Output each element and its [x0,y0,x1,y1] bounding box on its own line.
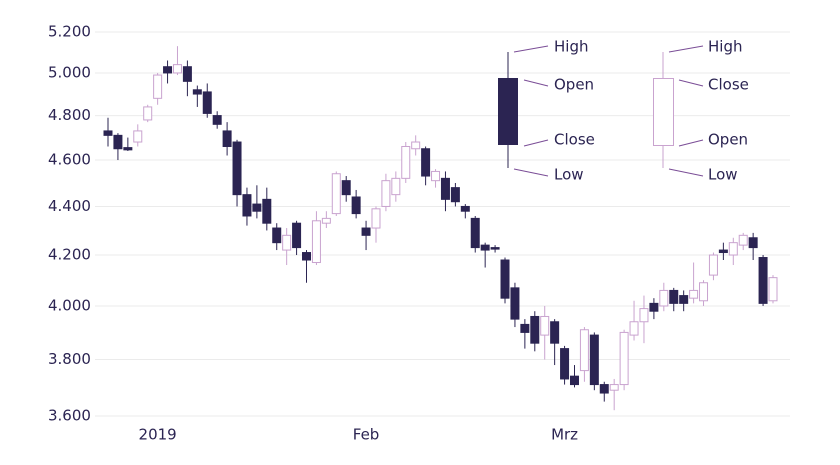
legend-candle [498,78,518,145]
candle-body [401,145,411,179]
y-tick-label: 3.800 [48,350,91,368]
candle-body [629,321,639,336]
candle-body [232,141,242,196]
y-tick-label: 4.200 [48,246,91,264]
candle-body [738,234,748,246]
legend-label: Close [554,131,595,149]
candle-body [212,115,222,125]
candle-body [242,194,252,217]
candle-body [550,321,560,344]
candle-body [292,222,302,249]
candle-body [490,247,500,250]
candle-body [331,173,341,215]
candle-body [351,196,361,215]
candle-body [341,180,351,196]
candle-body [411,141,421,150]
candle-body [302,252,312,261]
candle-body [659,289,669,307]
y-tick-label: 4.400 [48,197,91,215]
candle-body [282,234,292,251]
candle-body [172,64,182,74]
x-tick-label: Feb [353,426,380,444]
candle-body [530,315,540,344]
candle-body [708,254,718,276]
legend-arrows [513,45,704,177]
candle-body [758,257,768,304]
candle-body [133,130,143,143]
candle-body [192,89,202,95]
candle-body [480,244,490,251]
candle-body [579,329,589,372]
y-tick-label: 4.000 [48,296,91,314]
candle-body [520,323,530,333]
candle-body [153,74,163,99]
candle-body [450,187,460,203]
x-tick-label: 2019 [139,426,177,444]
candle-body [431,170,441,182]
y-tick-label: 5.200 [48,23,91,41]
candle-body [768,277,778,302]
candle-body [361,227,371,236]
candle-body [560,348,570,380]
legend-label: Open [554,76,594,94]
legend-label: High [554,38,588,56]
candle-body [113,134,123,150]
candle-body [748,237,758,249]
candle-body [440,177,450,200]
candle-body [599,384,609,394]
candle-body [321,217,331,224]
candle-body [679,295,689,304]
candle-body [699,282,709,302]
legend-label: Low [708,166,738,184]
legend-label: Open [708,131,748,149]
legend: High Open Close Low High Close Open Low [498,38,749,184]
candle-body [460,205,470,212]
candle-body [163,66,173,74]
candle-body [262,198,272,224]
candle-body [718,249,728,254]
candle-body [609,384,619,391]
y-tick-label: 4.800 [48,106,91,124]
candle-body [143,106,153,121]
y-tick-label: 4.600 [48,151,91,169]
candle-body [569,375,579,386]
candle-body [381,180,391,207]
candle-body [689,289,699,299]
candle-body [252,203,262,212]
candle-body [639,308,649,323]
candle-body [391,177,401,196]
candle-body [728,242,738,256]
legend-label: High [708,38,742,56]
x-tick-label: Mrz [551,426,578,444]
candle-body [222,130,232,147]
candle-body [421,148,431,177]
legend-label: Low [554,166,584,184]
candle-body [649,302,659,312]
candle-body [470,217,480,249]
legend-label: Close [708,76,749,94]
candle-body [510,287,520,320]
candle-body [202,91,212,114]
candle-body [123,147,133,151]
legend-candle [653,78,674,146]
candle-body [182,66,192,82]
candle-body [103,130,113,136]
candle-body [371,208,381,229]
y-tick-label: 5.000 [48,63,91,81]
candle-body [311,220,321,264]
candle-body [272,227,282,244]
candle-body [619,331,629,386]
candle-body [540,315,550,336]
y-tick-label: 3.600 [48,407,91,425]
candle-body [669,289,679,304]
candle-body [500,259,510,299]
candle-body [589,334,599,386]
